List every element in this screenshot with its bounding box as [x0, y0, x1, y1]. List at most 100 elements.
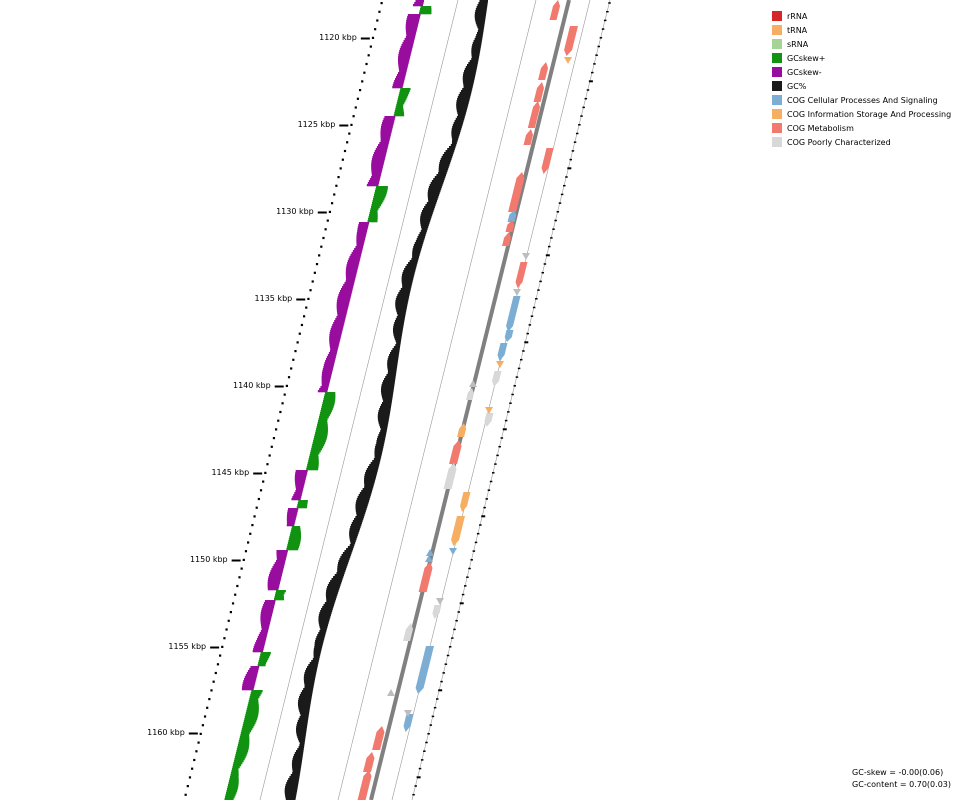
gc-skew-pos-bar — [296, 506, 307, 509]
ruler-dot — [184, 793, 187, 796]
gc-skew-neg-bar — [345, 274, 357, 277]
gc-content-bar — [401, 280, 413, 283]
gc-content-bar — [294, 752, 304, 755]
gc-skew-neg-bar — [293, 494, 302, 497]
gc-skew-pos-bar — [289, 536, 302, 539]
gc-skew-neg-bar — [294, 478, 306, 481]
position-ruler: 1120 kbp 1125 kbp 1130 kbp 1135 kbp 1140 kbp… — [147, 2, 611, 796]
gene-feature-arrow — [533, 82, 545, 102]
gc-content-bar — [318, 620, 330, 623]
gc-skew-pos-bar — [394, 112, 404, 115]
gc-content-bar — [311, 660, 319, 663]
gc-content-bar — [333, 576, 344, 579]
ruler-dot — [236, 584, 239, 588]
gc-content-bar — [475, 36, 483, 39]
gc-content-bar — [462, 80, 475, 83]
gc-skew-pos-bar — [419, 12, 432, 15]
gc-content-bar — [420, 230, 427, 233]
gc-skew-pos-bar — [260, 654, 271, 657]
gc-skew-neg-bar — [407, 16, 421, 19]
gene-feature-arrow — [357, 770, 372, 800]
gc-skew-neg-bar — [287, 508, 299, 511]
gc-content-bar — [471, 48, 481, 51]
legend-item-cog-metabolism: COG Metabolism — [772, 121, 951, 135]
gc-content-bar — [296, 724, 308, 727]
gc-skew-neg-bar — [357, 228, 368, 231]
gc-content-bar — [359, 492, 372, 495]
gc-skew-pos-bar — [367, 220, 378, 223]
gene-feature-arrow — [403, 714, 414, 732]
gc-skew-pos-bar — [290, 530, 301, 533]
ruler-dot — [223, 637, 226, 640]
gc-content-bar — [378, 434, 386, 437]
gc-skew-neg-bar — [349, 256, 361, 259]
gc-skew-neg-bar — [260, 614, 273, 617]
gc-content-bar — [424, 206, 435, 209]
gc-content-bar — [452, 124, 463, 127]
gc-content-bar — [362, 488, 373, 491]
gc-content-bar — [401, 276, 414, 279]
gc-skew-pos-bar — [241, 730, 252, 733]
gc-content-bar — [404, 268, 416, 271]
gc-skew-pos-bar — [228, 782, 239, 785]
gc-content-bar — [394, 320, 405, 323]
gc-content-bar — [396, 310, 407, 313]
gc-skew-neg-bar — [295, 482, 305, 485]
gc-content-bar — [337, 566, 347, 569]
gc-skew-neg-bar — [267, 588, 279, 591]
gc-content-bar — [445, 150, 455, 153]
gc-content-bar — [428, 188, 442, 191]
gc-content-bar — [439, 164, 450, 167]
legend-swatch — [772, 109, 782, 119]
ruler-label: 1125 kbp — [298, 120, 336, 129]
gc-content-bar — [388, 356, 399, 359]
gc-content-bar — [412, 254, 420, 257]
gc-skew-neg-bar — [320, 386, 329, 389]
gc-skew-neg-bar — [245, 674, 258, 677]
gc-content-bar — [383, 400, 392, 403]
gc-content-bar — [420, 214, 433, 217]
gc-content-bar — [474, 38, 483, 41]
gc-skew-neg-bar — [355, 246, 364, 249]
gc-content-bar — [364, 478, 376, 481]
gc-skew-neg-bar — [397, 58, 410, 61]
ruler-dot — [369, 45, 372, 48]
gc-content-bar — [298, 706, 311, 709]
gc-skew-pos-bar — [323, 398, 336, 401]
gc-skew-pos-bar — [314, 434, 328, 437]
gc-skew-neg-bar — [321, 384, 329, 387]
gc-content-bar — [474, 14, 486, 17]
gc-skew-neg-bar — [256, 638, 267, 641]
gc-content-bar — [308, 664, 318, 667]
gc-content-bar — [377, 414, 390, 417]
gc-skew-neg-bar — [329, 342, 340, 345]
gc-skew-neg-bar — [376, 146, 388, 149]
gc-skew-pos-bar — [236, 750, 249, 753]
gc-skew-pos-bar — [396, 102, 405, 105]
feature-marker — [469, 380, 477, 387]
gc-content-bar — [355, 506, 368, 509]
legend-label: GCskew- — [787, 67, 822, 77]
gc-content-bar — [320, 628, 327, 631]
gc-content-bar — [414, 242, 424, 245]
gc-skew-pos-bar — [322, 402, 335, 405]
gc-content-bar — [448, 146, 456, 149]
gc-content-bar — [298, 708, 310, 711]
gc-content-bar — [296, 730, 307, 733]
gc-skew-neg-bar — [396, 74, 406, 77]
gc-skew-pos-bar — [321, 408, 333, 411]
gc-content-bar — [421, 228, 428, 231]
gc-skew-pos-bar — [370, 208, 379, 211]
gc-content-bar — [412, 256, 420, 259]
gc-skew-neg-bar — [329, 336, 341, 339]
gc-content-bar — [475, 22, 485, 25]
gc-skew-pos-bar — [312, 442, 326, 445]
gene-feature-arrow — [418, 562, 433, 592]
gc-content-bar — [447, 148, 455, 151]
gc-skew-pos-bar — [322, 404, 335, 407]
legend-swatch — [772, 137, 782, 147]
gc-skew-neg-bar — [371, 174, 381, 177]
gc-content-bar — [456, 110, 467, 113]
gc-content-bar — [326, 598, 336, 601]
gc-skew-neg-bar — [258, 634, 268, 637]
